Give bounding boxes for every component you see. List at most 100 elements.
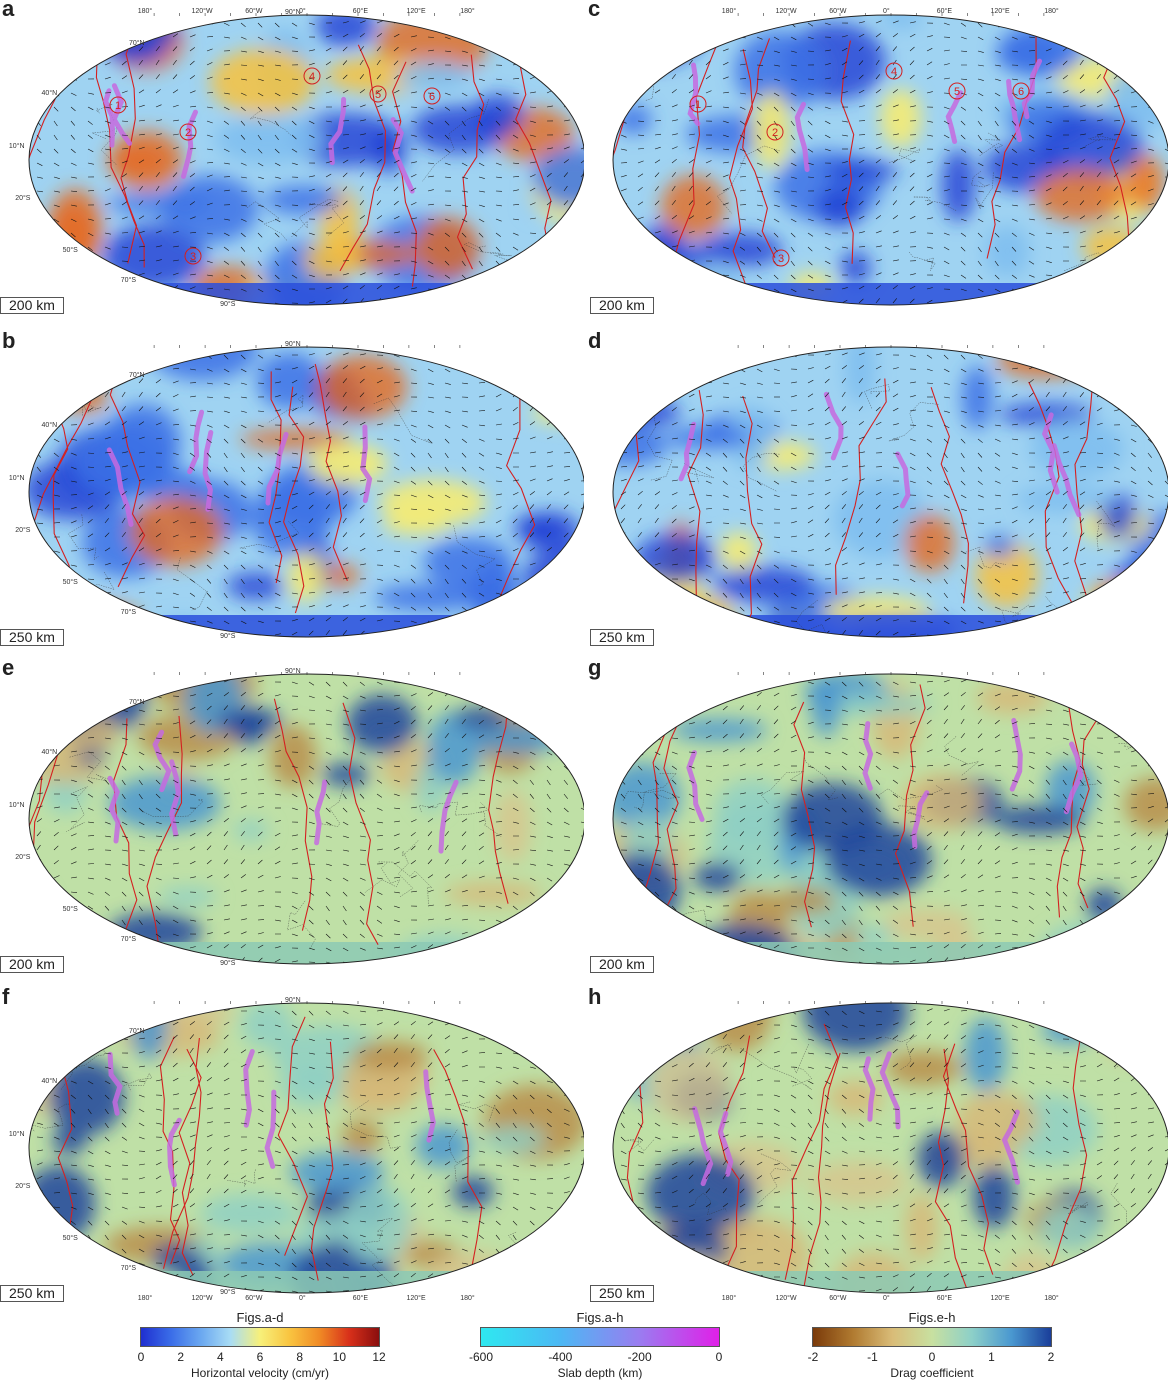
latitude-tick: 70°S — [121, 936, 136, 943]
colorbar-tick: 0 — [716, 1350, 723, 1364]
region-marker-label: 3 — [190, 251, 196, 263]
panel-label: a — [2, 0, 14, 22]
depth-label: 200 km — [590, 297, 654, 314]
region-marker-label: 6 — [429, 91, 435, 103]
map-canvas: 1 2 3 4 5 6 — [584, 2, 1168, 332]
longitude-tick: 60°W — [245, 8, 262, 15]
colorbar-tick: 2 — [1048, 1350, 1055, 1364]
latitude-tick: 90°S — [220, 633, 235, 640]
latitude-tick: 20°S — [15, 527, 30, 534]
colorbar-tick: 8 — [296, 1350, 303, 1364]
latitude-tick: 10°N — [9, 802, 25, 809]
longitude-tick: 180° — [1044, 1295, 1058, 1302]
region-marker-label: 4 — [309, 71, 315, 83]
colorbar-label: Horizontal velocity (cm/yr) — [140, 1366, 380, 1380]
region-marker-label: 5 — [954, 86, 960, 98]
latitude-tick: 90°N — [285, 997, 301, 1004]
region-marker-label: 6 — [1018, 86, 1024, 98]
map-canvas — [0, 990, 584, 1320]
latitude-tick: 20°S — [15, 854, 30, 861]
longitude-tick: 120°W — [776, 8, 797, 15]
longitude-tick: 120°W — [776, 1295, 797, 1302]
latitude-tick: 10°N — [9, 143, 25, 150]
colorbar-tick: 6 — [257, 1350, 264, 1364]
colorbar-tick: 12 — [372, 1350, 385, 1364]
latitude-tick: 70°S — [121, 1265, 136, 1272]
map-canvas — [0, 334, 584, 664]
longitude-tick: 180° — [1044, 8, 1058, 15]
depth-label: 250 km — [0, 629, 64, 646]
colorbar-title: Figs.a-d — [140, 1310, 380, 1325]
latitude-tick: 40°N — [42, 749, 58, 756]
colorbar-label: Drag coefficient — [812, 1366, 1052, 1380]
panel-label: g — [588, 655, 601, 681]
latitude-tick: 90°N — [285, 668, 301, 675]
panel-label: e — [2, 655, 14, 681]
longitude-tick: 180° — [460, 1295, 474, 1302]
colorbar-gradient — [140, 1327, 380, 1347]
latitude-tick: 70°N — [129, 372, 145, 379]
depth-label: 250 km — [0, 1285, 64, 1302]
longitude-tick: 120°E — [990, 8, 1009, 15]
longitude-tick: 0° — [883, 8, 890, 15]
panel-label: d — [588, 328, 601, 354]
region-marker-label: 4 — [891, 66, 897, 78]
latitude-tick: 70°N — [129, 40, 145, 47]
depth-label: 200 km — [0, 297, 64, 314]
map-canvas — [584, 334, 1168, 664]
colorbar-tick: -1 — [867, 1350, 878, 1364]
latitude-tick: 50°S — [63, 579, 78, 586]
depth-label: 200 km — [0, 956, 64, 973]
longitude-tick: 120°W — [192, 8, 213, 15]
region-marker-label: 1 — [695, 99, 701, 111]
longitude-tick: 60°E — [353, 1295, 368, 1302]
region-marker-label: 2 — [772, 127, 778, 139]
latitude-tick: 70°S — [121, 277, 136, 284]
longitude-tick: 180° — [722, 8, 736, 15]
latitude-tick: 10°N — [9, 475, 25, 482]
longitude-tick: 120°E — [990, 1295, 1009, 1302]
longitude-tick: 180° — [722, 1295, 736, 1302]
colorbar-label: Slab depth (km) — [480, 1366, 720, 1380]
colorbar-tick: 2 — [177, 1350, 184, 1364]
latitude-tick: 90°S — [220, 301, 235, 308]
latitude-tick: 40°N — [42, 90, 58, 97]
latitude-tick: 90°S — [220, 960, 235, 967]
longitude-tick: 60°E — [937, 1295, 952, 1302]
colorbar-tick: -200 — [628, 1350, 652, 1364]
latitude-tick: 90°N — [285, 341, 301, 348]
colorbar-title: Figs.a-h — [480, 1310, 720, 1325]
map-canvas — [584, 661, 1168, 991]
latitude-tick: 70°N — [129, 1028, 145, 1035]
region-marker-label: 2 — [185, 127, 191, 139]
longitude-tick: 60°E — [353, 8, 368, 15]
depth-label: 250 km — [590, 629, 654, 646]
longitude-tick: 180° — [460, 8, 474, 15]
map-canvas — [584, 990, 1168, 1320]
region-marker-label: 3 — [778, 253, 784, 265]
map-canvas — [0, 661, 584, 991]
panel-label: f — [2, 984, 9, 1010]
region-marker-label: 1 — [115, 100, 121, 112]
longitude-tick: 60°W — [829, 1295, 846, 1302]
colorbar-gradient — [480, 1327, 720, 1347]
latitude-tick: 70°N — [129, 699, 145, 706]
longitude-tick: 60°W — [245, 1295, 262, 1302]
longitude-tick: 0° — [299, 1295, 306, 1302]
latitude-tick: 20°S — [15, 195, 30, 202]
colorbar-tick: 0 — [929, 1350, 936, 1364]
latitude-tick: 90°S — [220, 1289, 235, 1296]
latitude-tick: 90°N — [285, 9, 301, 16]
colorbar-tick: 10 — [333, 1350, 346, 1364]
longitude-tick: 120°W — [192, 1295, 213, 1302]
longitude-tick: 120°E — [406, 1295, 425, 1302]
